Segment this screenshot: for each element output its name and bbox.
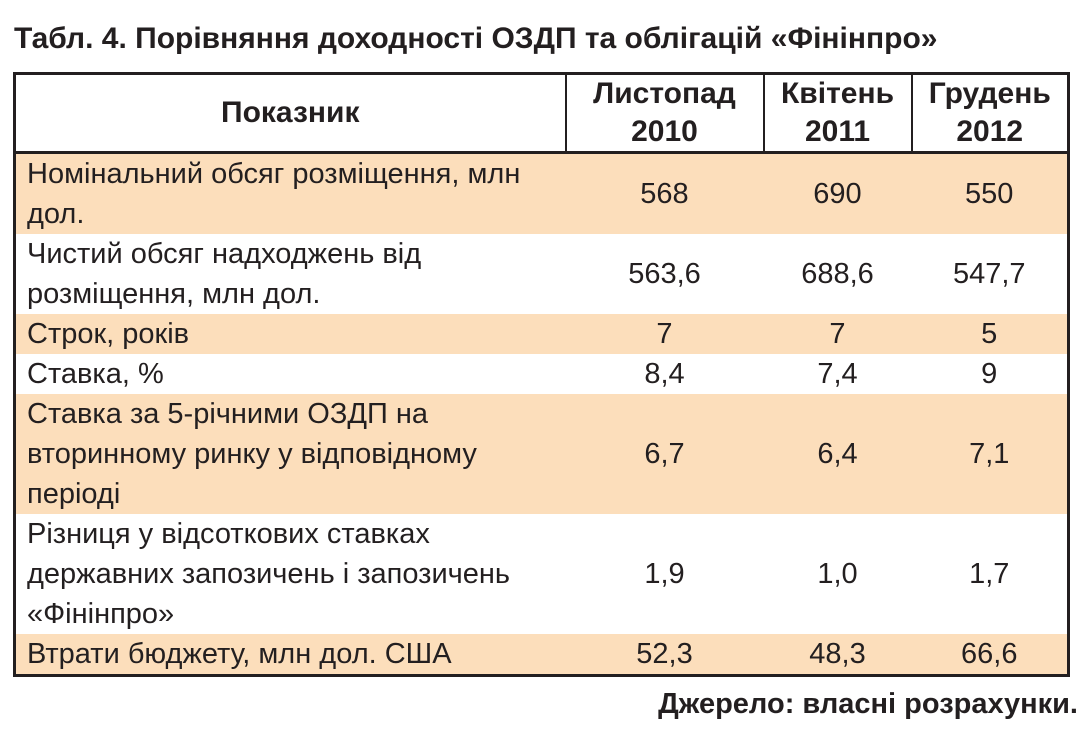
cell-value: 5 bbox=[911, 314, 1069, 354]
table-title: Табл. 4. Порівняння доходності ОЗДП та о… bbox=[14, 22, 938, 55]
column-header-april-2011: Квітень 2011 bbox=[762, 73, 912, 154]
table-row: Строк, років 7 7 5 bbox=[14, 314, 1069, 354]
table-row: Різниця у відсоткових ставках державних … bbox=[15, 514, 1069, 634]
cell-value: 6,7 bbox=[565, 394, 764, 514]
cell-value: 7 bbox=[763, 314, 912, 354]
cell-value: 6,4 bbox=[763, 394, 912, 514]
cell-value: 1,0 bbox=[817, 558, 858, 590]
table-row: Номінальний обсяг розміщення, млн дол. 5… bbox=[14, 152, 1069, 234]
column-header-december-2012: Грудень 2012 bbox=[910, 73, 1069, 154]
table-row: Втрати бюджету, млн дол. США 52,3 48,3 6… bbox=[14, 634, 1069, 676]
row-label: Різниця у відсоткових ставках державних … bbox=[27, 518, 511, 630]
cell-value: 48,3 bbox=[763, 634, 912, 676]
cell-value: 550 bbox=[911, 152, 1069, 234]
cell-value: 7 bbox=[565, 314, 764, 354]
column-header-november-2010: Листопад 2010 bbox=[564, 73, 764, 154]
row-label: Ставка за 5-річними ОЗДП на вторинному р… bbox=[14, 394, 566, 514]
row-label: Строк, років bbox=[14, 314, 566, 354]
source-note: Джерело: власні розрахунки. bbox=[658, 688, 1078, 720]
table-row: Чистий обсяг надходжень від розміщення, … bbox=[15, 234, 1069, 314]
cell-value: 1,7 bbox=[969, 558, 1010, 590]
cell-value: 563,6 bbox=[628, 258, 701, 290]
cell-value: 66,6 bbox=[911, 634, 1069, 676]
header-row: Показник Листопад 2010 Квітень 2011 Груд… bbox=[14, 73, 1069, 154]
row-label: Чистий обсяг надходжень від розміщення, … bbox=[27, 238, 422, 310]
comparison-table: Показник Листопад 2010 Квітень 2011 Груд… bbox=[13, 72, 1070, 677]
cell-value: 7,1 bbox=[911, 394, 1069, 514]
cell-value: 688,6 bbox=[801, 258, 874, 290]
cell-value: 690 bbox=[763, 152, 912, 234]
row-label: Номінальний обсяг розміщення, млн дол. bbox=[14, 152, 566, 234]
row-label: Втрати бюджету, млн дол. США bbox=[14, 634, 566, 676]
table-row: Ставка за 5-річними ОЗДП на вторинному р… bbox=[14, 394, 1069, 514]
column-header-indicator: Показник bbox=[14, 73, 566, 154]
cell-value: 9 bbox=[981, 358, 998, 390]
cell-value: 7,4 bbox=[817, 358, 858, 390]
table-row: Ставка, % 8,4 7,4 9 bbox=[15, 354, 1069, 394]
row-label: Ставка, % bbox=[27, 358, 164, 390]
cell-value: 8,4 bbox=[644, 358, 685, 390]
cell-value: 568 bbox=[565, 152, 764, 234]
cell-value: 1,9 bbox=[644, 558, 685, 590]
cell-value: 52,3 bbox=[565, 634, 764, 676]
cell-value: 547,7 bbox=[952, 258, 1026, 290]
